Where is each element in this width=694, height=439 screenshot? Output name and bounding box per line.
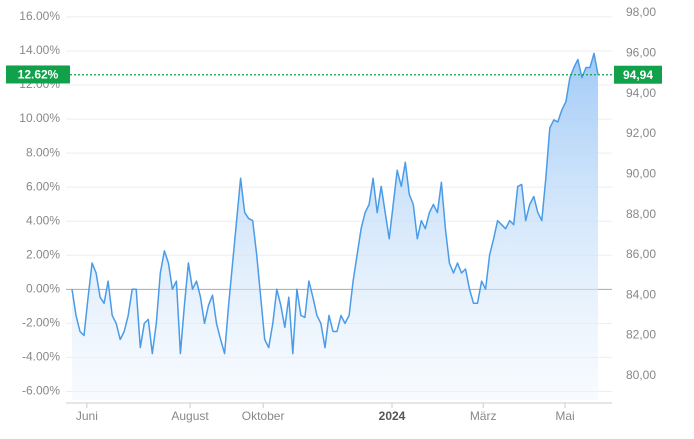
percent-tag [6, 65, 70, 84]
y2-tick-label: 94,00 [626, 86, 656, 100]
y-tick-label: 6.00% [26, 179, 60, 193]
y-tick-label: -6.00% [22, 384, 60, 398]
y-tick-label: 0.00% [26, 282, 60, 296]
x-tick-label: Juni [76, 409, 98, 423]
y2-tick-label: 98,00 [626, 5, 656, 19]
y2-tick-label: 82,00 [626, 328, 656, 342]
x-tick-label: Mai [555, 409, 574, 423]
y2-tick-label: 88,00 [626, 207, 656, 221]
y-tick-label: 4.00% [26, 213, 60, 227]
y-tick-label: 8.00% [26, 145, 60, 159]
y2-tick-label: 92,00 [626, 126, 656, 140]
y-tick-label: 14.00% [19, 43, 60, 57]
y2-tick-label: 80,00 [626, 368, 656, 382]
area [72, 53, 598, 401]
y2-tick-label: 86,00 [626, 247, 656, 261]
y-tick-label: -4.00% [22, 350, 60, 364]
y2-tick-label: 96,00 [626, 46, 656, 60]
x-tick-label: 2024 [379, 409, 406, 423]
x-tick-label: März [470, 409, 497, 423]
x-tick-label: August [171, 409, 209, 423]
y-tick-label: 2.00% [26, 247, 60, 261]
y-tick-label: -2.00% [22, 316, 60, 330]
y2-tick-label: 90,00 [626, 166, 656, 180]
line [71, 52, 599, 355]
y-tick-label: 16.00% [19, 9, 60, 23]
x-tick-label: Oktober [242, 409, 285, 423]
y-tick-label: 10.00% [19, 111, 60, 125]
y2-tick-label: 84,00 [626, 287, 656, 301]
price-tag-label: 94,94 [623, 68, 653, 82]
percent-tag-label: 12.62% [18, 68, 59, 82]
price-tag [614, 65, 662, 84]
